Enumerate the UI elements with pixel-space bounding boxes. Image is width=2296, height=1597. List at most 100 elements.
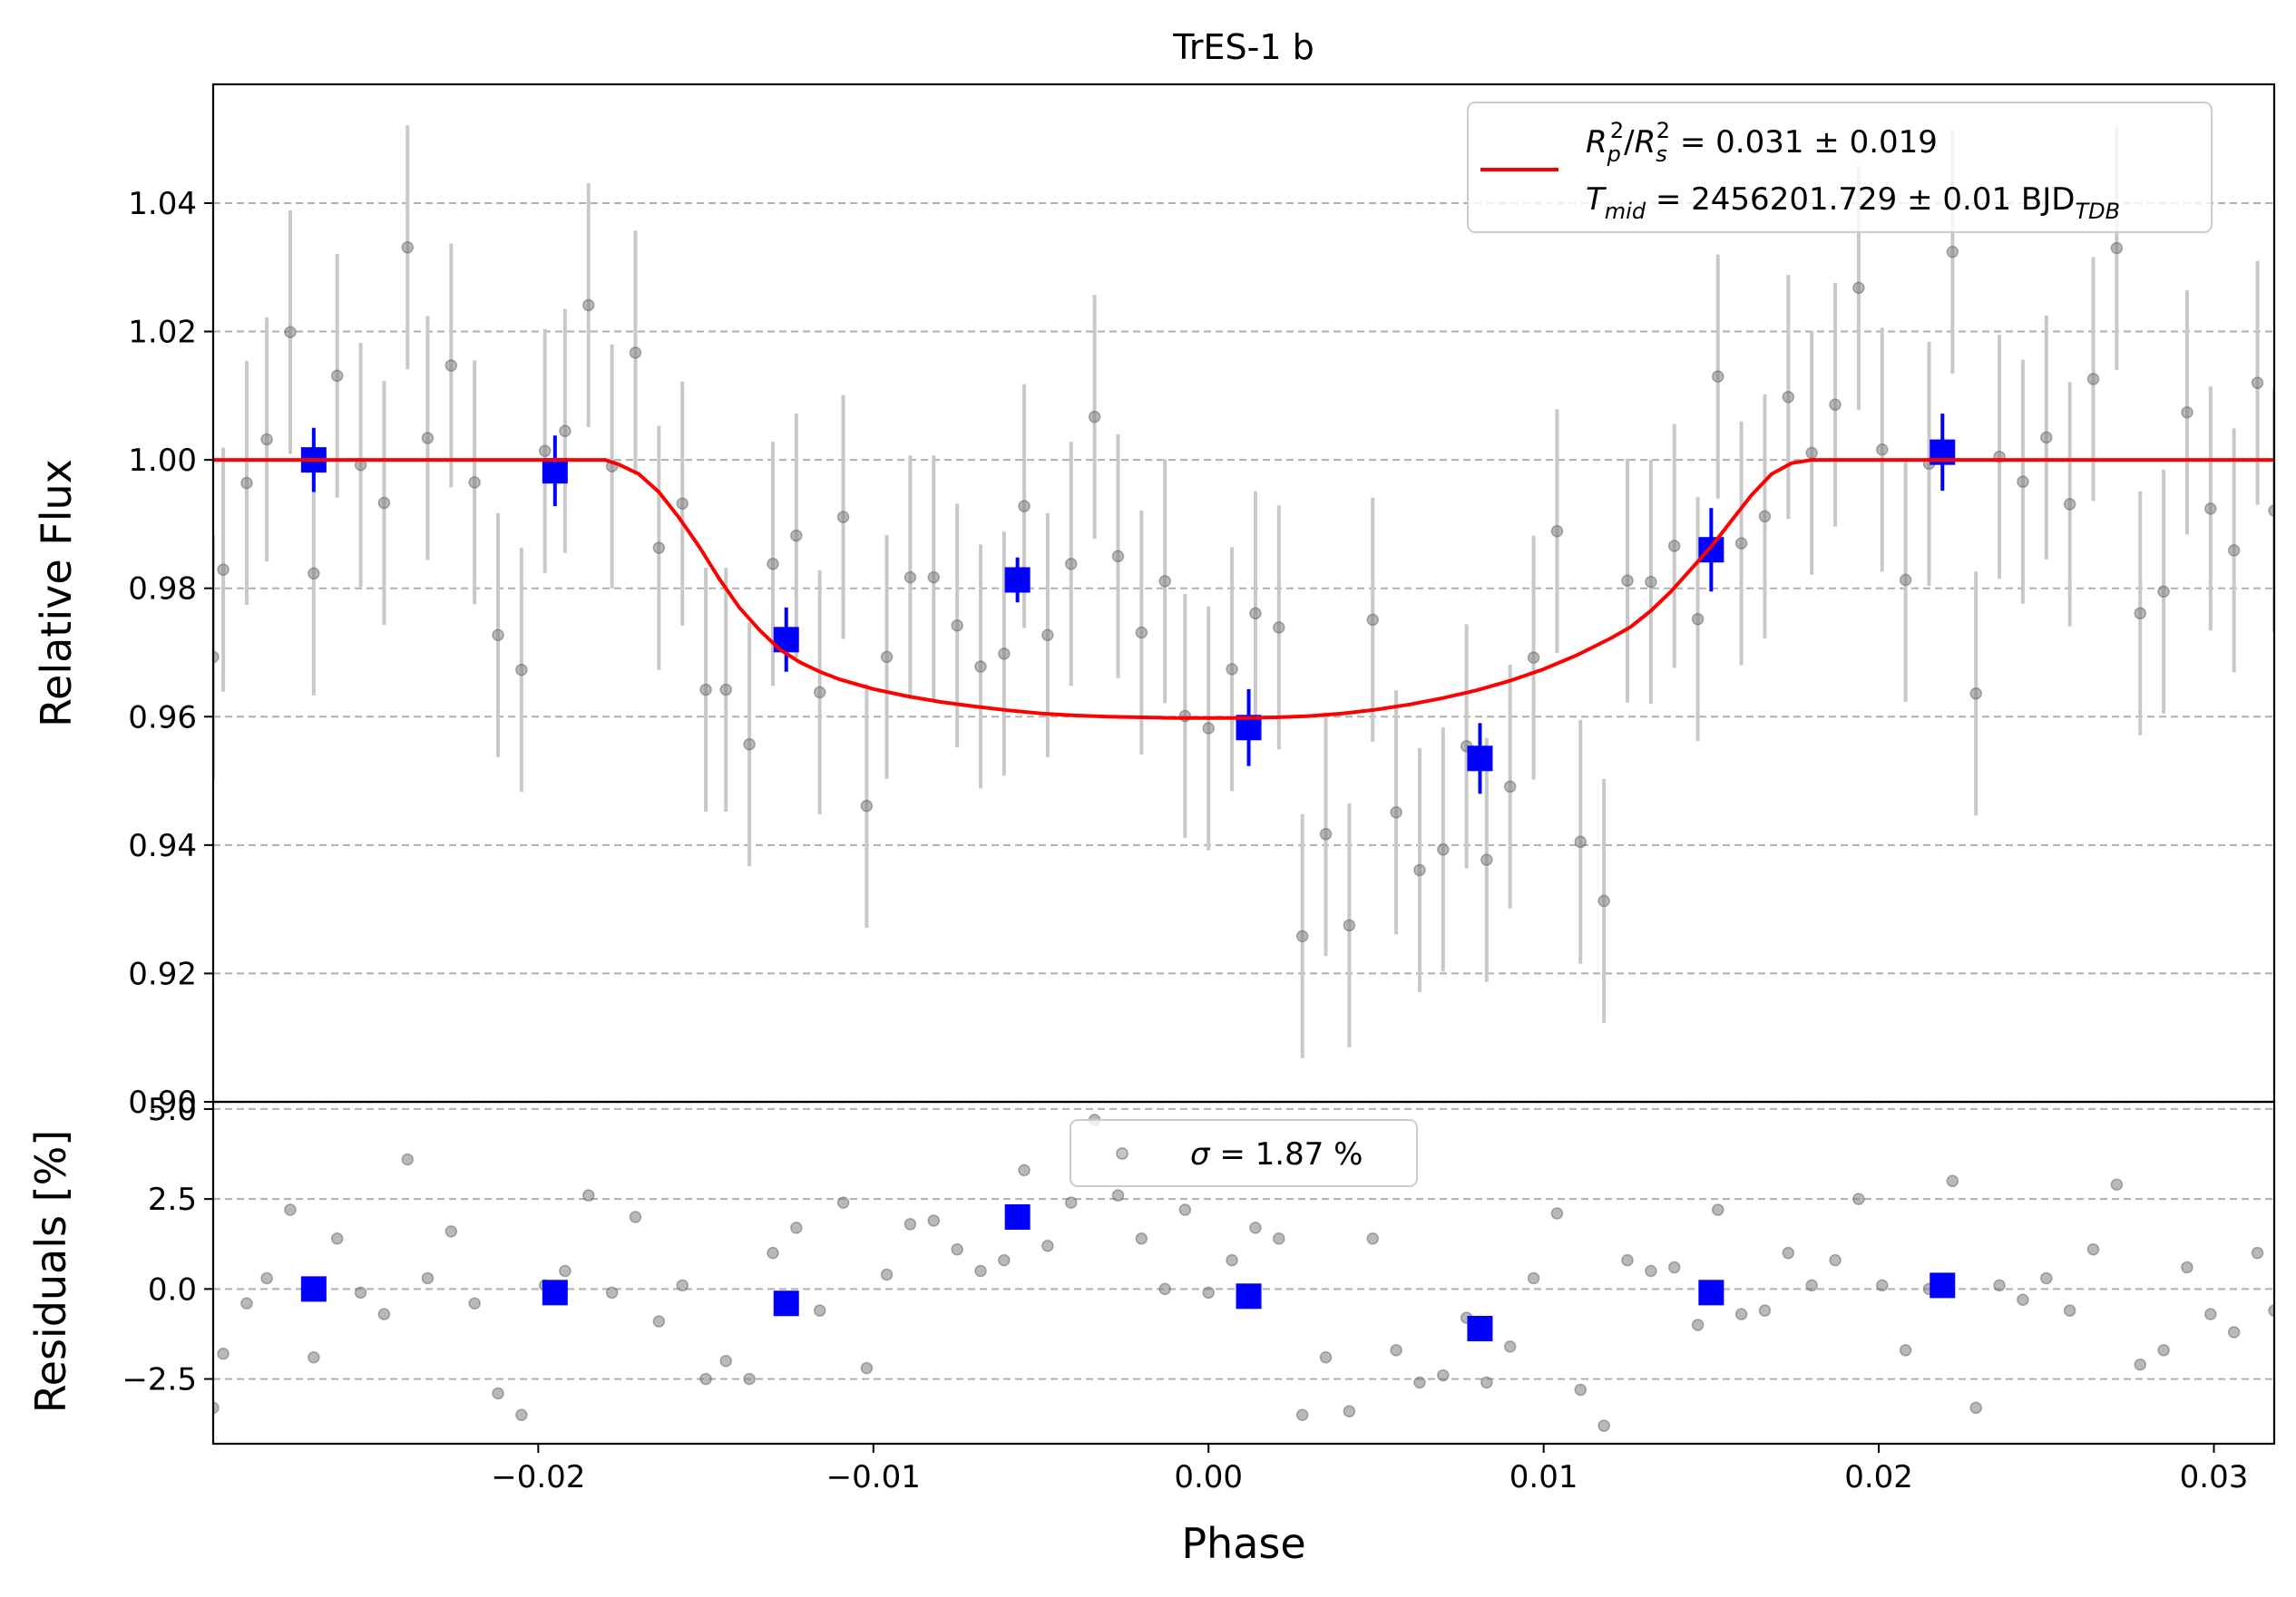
flux-raw-point [2110,241,2124,255]
flux-raw-point [1805,446,1818,460]
flux-raw-point [284,326,297,338]
flux-raw-point [2040,431,2053,444]
flux-raw-point [836,511,850,523]
x-axis-label: Phase [1181,1519,1305,1568]
residual-raw-point [1711,1203,1724,1216]
flux-raw-point [2134,607,2146,620]
flux-raw-point [1111,550,1125,563]
flux-raw-point [421,432,435,444]
flux-raw-point [401,241,415,254]
residual-raw-point [1621,1253,1634,1267]
residual-binned-point [1467,1316,1493,1342]
flux-binned-point [1467,745,1493,772]
flux-raw-point [951,618,963,632]
flux-raw-point [1135,626,1148,639]
flux-raw-point [1202,722,1215,735]
residual-raw-point [2204,1308,2217,1320]
residual-raw-point [1249,1222,1262,1234]
flux-raw-point [1527,651,1540,664]
flux-raw-point [2017,475,2029,488]
residual-raw-point [1390,1344,1402,1357]
residual-raw-point [515,1408,528,1422]
residual-raw-point [1782,1246,1795,1260]
residual-raw-point [217,1348,230,1360]
flux-raw-point [1064,558,1078,570]
residual-raw-point [1480,1376,1493,1389]
residual-raw-point [699,1372,712,1386]
x-tick-label: 0.01 [1509,1459,1578,1495]
flux-raw-point [652,541,666,554]
flux-raw-point [1829,398,1842,411]
flux-raw-point [515,663,528,677]
residual-raw-point [1319,1351,1333,1364]
residual-raw-point [445,1225,458,1238]
residual-raw-point [1064,1196,1078,1209]
residual-raw-point [1503,1340,1517,1353]
residual-raw-point [1691,1319,1705,1331]
x-tick-label: −0.02 [491,1459,585,1495]
flux-raw-point [1550,524,1564,538]
residual-raw-point [1111,1189,1125,1202]
residual-raw-point [2134,1358,2146,1371]
residual-raw-point [2227,1326,2241,1339]
flux-y-tick-label: 1.00 [128,443,197,479]
flux-raw-point [582,298,595,312]
residual-raw-point [2157,1344,2170,1357]
flux-raw-point [330,369,344,383]
x-tick-label: −0.01 [826,1459,921,1495]
residual-raw-point [1829,1253,1842,1267]
residual-raw-point [1226,1253,1238,1267]
residual-raw-point [1437,1368,1450,1382]
legend-radius-ratio: Rp2/Rs2 = 0.031 ± 0.019 [1586,118,1938,167]
residual-raw-point [1413,1376,1426,1389]
flux-raw-point [629,346,642,359]
residual-raw-point [1343,1405,1356,1418]
residual-raw-point [240,1297,253,1310]
flux-raw-point [1621,574,1634,587]
flux-raw-point [2204,502,2217,515]
flux-raw-point [2063,498,2076,511]
residual-raw-point [767,1246,779,1260]
flux-raw-point [240,476,253,490]
flux-raw-point [260,433,273,446]
residual-raw-point [790,1222,803,1234]
flux-raw-point [445,359,458,372]
residual-raw-point [836,1196,850,1209]
residual-raw-point [1273,1232,1285,1245]
residual-raw-point [904,1218,917,1231]
flux-raw-point [767,558,779,570]
x-tick-label: 0.00 [1174,1459,1243,1495]
flux-raw-point [1480,853,1493,866]
flux-raw-point [1876,443,1889,456]
residual-raw-point [2110,1178,2124,1192]
residual-raw-point [1852,1193,1865,1205]
residuals-x-ticks: −0.02 −0.01 0.00 0.01 0.02 0.03 [491,1444,2248,1495]
chart-title: TrES-1 b [1172,27,1314,67]
flux-raw-point [813,686,826,699]
residuals-y-axis-label: Residuals [%] [26,1130,75,1413]
residual-raw-point [260,1271,273,1285]
residual-raw-point [2268,1304,2274,1317]
flux-raw-point [860,799,874,813]
flux-raw-point [1782,390,1795,404]
residual-raw-point [1202,1286,1215,1300]
residual-raw-point [652,1315,666,1328]
flux-raw-point [468,476,481,489]
flux-raw-point [2181,405,2193,419]
residuals-y-tick-label: 2.5 [148,1182,197,1218]
residual-raw-point [1041,1239,1054,1252]
flux-y-tick-label: 0.90 [128,1085,197,1121]
flux-raw-point [1734,537,1748,550]
flux-raw-point [1319,828,1333,841]
flux-legend: Rp2/Rs2 = 0.031 ± 0.019 Tmid = 2456201.7… [1467,102,2213,233]
flux-raw-point [2268,504,2274,517]
flux-raw-point [1597,894,1610,908]
residual-raw-point [998,1253,1011,1267]
flux-raw-point [377,496,391,510]
flux-raw-points [213,241,2274,943]
residual-binned-point [1930,1272,1956,1299]
residual-binned-point [1236,1283,1262,1310]
residual-raw-point [1946,1174,1959,1188]
flux-raw-point [1249,607,1262,620]
